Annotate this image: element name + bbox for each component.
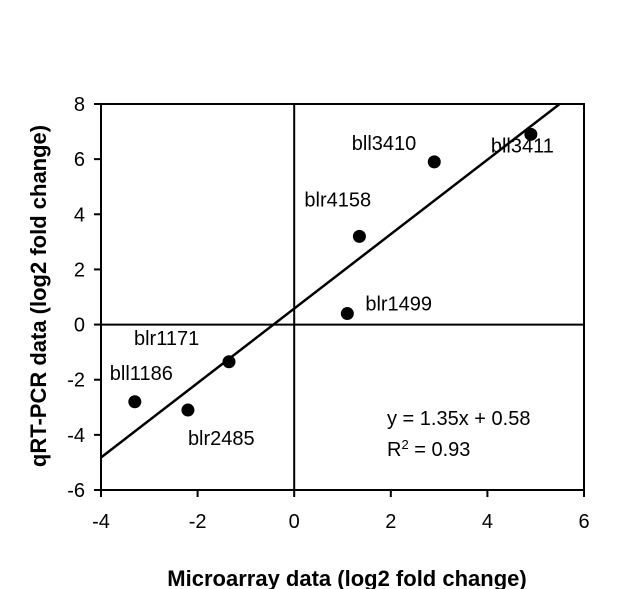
regression-line	[100, 103, 561, 459]
r-squared-symbol: R	[387, 439, 401, 461]
y-tick-label: -2	[67, 370, 85, 392]
x-tick-label: -2	[189, 511, 207, 533]
y-tick-label: -6	[67, 480, 85, 502]
x-axis-title: Microarray data (log2 fold change)	[167, 566, 526, 589]
data-point	[352, 229, 366, 243]
data-point-label: blr4158	[304, 189, 371, 211]
data-point-label: blr2485	[188, 428, 255, 450]
data-point	[427, 155, 441, 169]
x-axis-ticks: -4 -2 0 2 4 6	[92, 490, 590, 533]
zero-lines	[101, 104, 584, 490]
y-axis-title: qRT-PCR data (log2 fold change)	[26, 125, 51, 467]
y-tick-label: 6	[74, 149, 85, 171]
data-point-label: bll3411	[491, 135, 554, 157]
data-point	[524, 127, 538, 141]
data-point-label: bll3410	[352, 133, 417, 155]
y-tick-label: 4	[74, 204, 85, 226]
x-tick-label: 4	[482, 511, 493, 533]
x-tick-label: -4	[92, 511, 110, 533]
regression-line-group	[100, 103, 561, 459]
data-point	[222, 355, 236, 369]
data-point	[128, 395, 142, 409]
data-point	[181, 403, 195, 417]
x-tick-label: 2	[385, 511, 396, 533]
x-tick-label: 6	[578, 511, 589, 533]
plot-frame	[100, 103, 585, 491]
r-squared-superscript: 2	[401, 437, 408, 452]
y-tick-label: -4	[67, 425, 85, 447]
y-tick-label: 0	[74, 315, 85, 337]
y-tick-label: 8	[74, 94, 85, 116]
data-point	[340, 307, 354, 321]
y-axis-ticks: -6 -4 -2 0 2 4 6 8	[67, 94, 101, 502]
data-point-label: bll1186	[110, 363, 173, 385]
data-point-label: blr1499	[365, 294, 432, 316]
data-point-label: blr1171	[134, 328, 199, 350]
regression-equation: y = 1.35x + 0.58	[387, 408, 530, 430]
data-points	[128, 127, 538, 417]
data-point-labels: bll3411 bll3410 blr4158 blr1499 blr1171 bll11…	[110, 133, 554, 450]
y-tick-label: 2	[74, 259, 85, 281]
plot-border	[100, 103, 585, 491]
r-squared-label: R2 = 0.93	[387, 437, 470, 462]
x-tick-label: 0	[289, 511, 300, 533]
r-squared-value: = 0.93	[409, 439, 471, 461]
